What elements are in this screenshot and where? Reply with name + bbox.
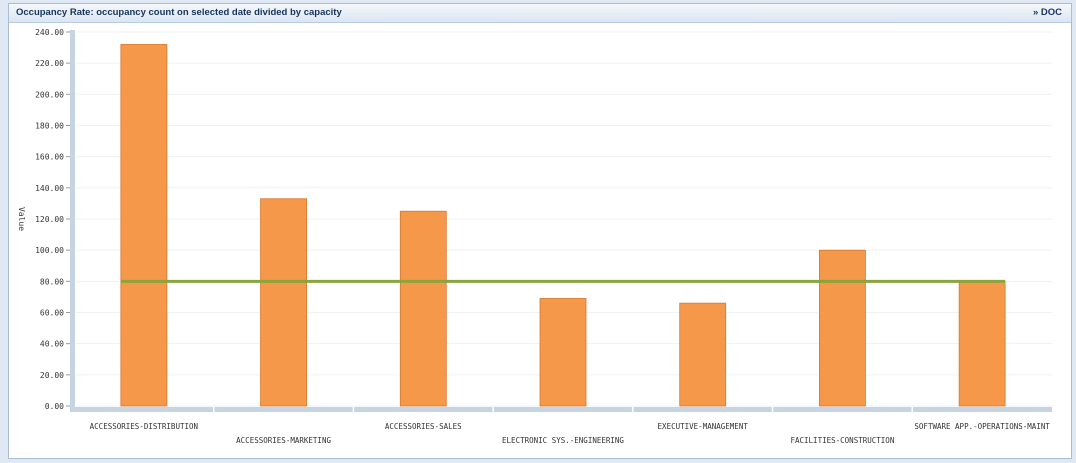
y-tick-label: 220.00 [35,59,64,68]
bar [120,44,168,407]
y-tick-label: 140.00 [35,184,64,193]
y-tick-label: 120.00 [35,215,64,224]
y-tick-label: 160.00 [35,153,64,162]
panel-title: Occupancy Rate: occupancy count on selec… [16,7,342,18]
doc-link[interactable]: » DOC [1032,7,1062,18]
y-axis-rail [70,30,75,412]
x-tick-label: EXECUTIVE-MANAGEMENT [658,422,749,431]
x-tick-label: ACCESSORIES-SALES [385,422,462,431]
x-tick-label: SOFTWARE APP.-OPERATIONS-MAINT [914,422,1050,431]
bar [819,249,866,407]
bar [260,198,307,407]
y-tick-label: 60.00 [40,309,64,318]
y-tick-label: 0.00 [45,402,64,411]
y-tick-label: 20.00 [40,371,64,380]
y-tick-label: 200.00 [35,90,64,99]
bar [399,210,447,407]
x-tick-label: FACILITIES-CONSTRUCTION [790,436,894,445]
y-tick-label: 100.00 [35,246,64,255]
panel-header: Occupancy Rate: occupancy count on selec… [9,4,1071,23]
y-tick-label: 40.00 [40,340,64,349]
bar [958,280,1006,407]
x-tick-label: ACCESSORIES-MARKETING [236,436,331,445]
y-axis-title: Value [17,207,26,231]
bar [679,302,727,407]
y-tick-label: 80.00 [40,277,64,286]
y-tick-label: 240.00 [35,28,64,37]
x-axis-floor [70,407,1052,412]
bar [539,298,587,407]
y-tick-label: 180.00 [35,122,64,131]
x-tick-label: ACCESSORIES-DISTRIBUTION [90,422,198,431]
x-tick-label: ELECTRONIC SYS.-ENGINEERING [502,436,624,445]
